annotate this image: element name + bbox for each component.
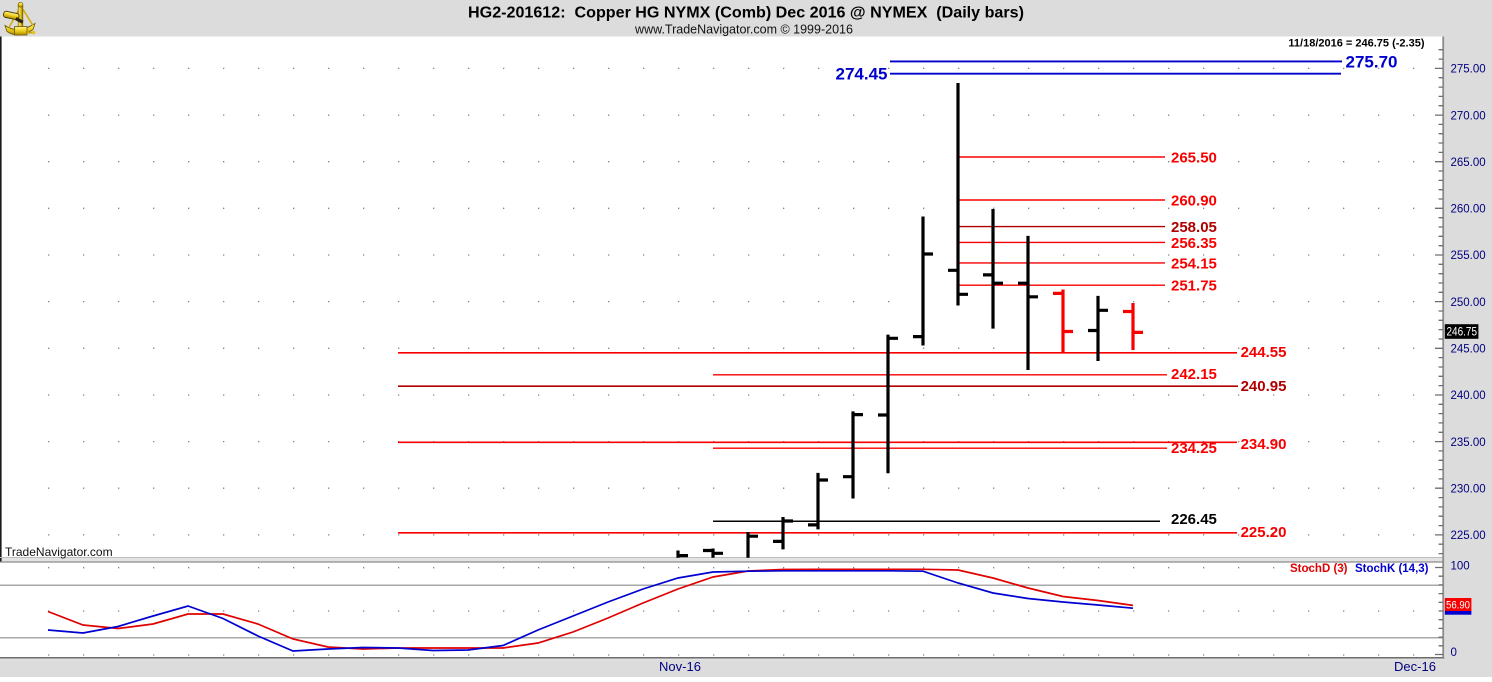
svg-text:275.00: 275.00 <box>1451 64 1486 76</box>
svg-text:Dec-16: Dec-16 <box>1394 659 1436 674</box>
svg-text:HG2-201612: Copper HG NYMX (C: HG2-201612: Copper HG NYMX (Comb) Dec 20… <box>468 4 1024 22</box>
svg-text:265.00: 265.00 <box>1451 157 1486 169</box>
svg-text:260.90: 260.90 <box>1171 192 1217 209</box>
svg-text:11/18/2016 = 246.75 (-2.35): 11/18/2016 = 246.75 (-2.35) <box>1288 37 1424 49</box>
svg-text:274.45: 274.45 <box>836 65 888 84</box>
svg-text:226.45: 226.45 <box>1171 511 1217 528</box>
svg-text:100: 100 <box>1451 561 1470 573</box>
svg-text:258.05: 258.05 <box>1171 219 1217 236</box>
svg-text:StochK (14,3): StochK (14,3) <box>1355 563 1429 575</box>
svg-text:255.00: 255.00 <box>1451 250 1486 262</box>
svg-text:245.00: 245.00 <box>1451 344 1486 356</box>
svg-text:242.15: 242.15 <box>1171 366 1217 383</box>
svg-text:225.00: 225.00 <box>1451 530 1486 542</box>
svg-text:250.00: 250.00 <box>1451 297 1486 309</box>
svg-text:260.00: 260.00 <box>1451 204 1486 216</box>
svg-text:Nov-16: Nov-16 <box>659 659 701 674</box>
svg-text:254.15: 254.15 <box>1171 255 1217 272</box>
svg-text:234.90: 234.90 <box>1241 436 1287 453</box>
svg-text:230.00: 230.00 <box>1451 483 1486 495</box>
svg-text:246.75: 246.75 <box>1447 327 1478 339</box>
svg-text:265.50: 265.50 <box>1171 149 1217 166</box>
svg-text:TradeNavigator.com: TradeNavigator.com <box>5 545 113 559</box>
svg-text:251.75: 251.75 <box>1171 278 1217 295</box>
svg-text:235.00: 235.00 <box>1451 437 1486 449</box>
svg-text:56.90: 56.90 <box>1446 599 1470 611</box>
svg-text:244.55: 244.55 <box>1241 344 1287 361</box>
svg-text:240.00: 240.00 <box>1451 390 1486 402</box>
svg-text:256.35: 256.35 <box>1171 235 1217 252</box>
svg-text:234.25: 234.25 <box>1171 440 1217 457</box>
svg-text:www.TradeNavigator.com © 1999-: www.TradeNavigator.com © 1999-2016 <box>634 22 853 36</box>
svg-text:275.70: 275.70 <box>1346 52 1398 71</box>
svg-text:225.20: 225.20 <box>1241 524 1287 541</box>
svg-text:240.95: 240.95 <box>1241 378 1287 395</box>
svg-text:StochD (3): StochD (3) <box>1290 563 1348 575</box>
svg-text:0: 0 <box>1451 647 1457 659</box>
svg-text:270.00: 270.00 <box>1451 110 1486 122</box>
